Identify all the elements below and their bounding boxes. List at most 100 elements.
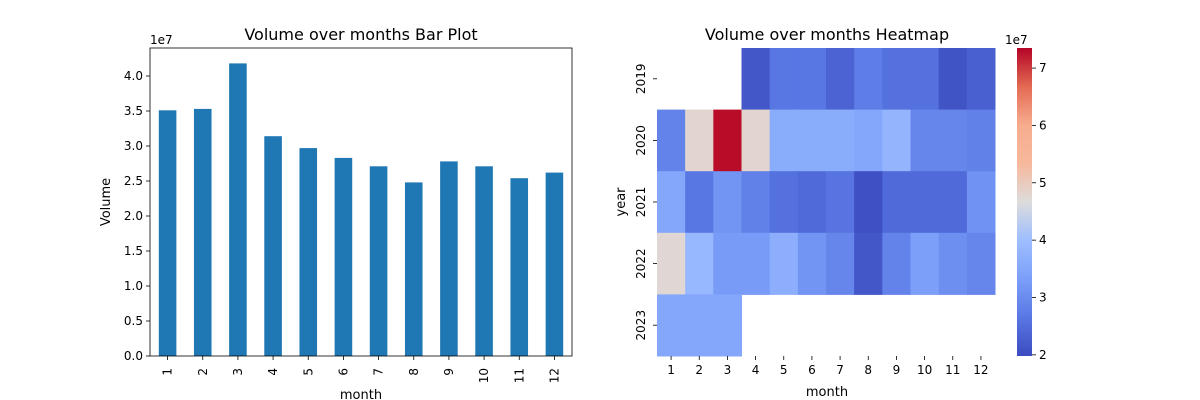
heatmap-y-tick-label: 2019 — [634, 64, 648, 95]
bar-x-tick-label: 3 — [231, 368, 245, 376]
bar — [440, 161, 458, 356]
bar-chart: Volume over months Bar Plot 1e7 0.0 0.5 1.… — [99, 25, 573, 400]
bar-chart-x-axis: 1 2 3 4 5 6 7 8 9 10 11 12 — [161, 356, 561, 383]
bar-chart-offset-label: 1e7 — [150, 33, 173, 47]
heatmap-cell — [769, 171, 799, 234]
heatmap-x-tick-label: 6 — [808, 363, 816, 377]
bar-x-tick-label: 6 — [336, 368, 350, 376]
bar — [158, 110, 177, 356]
heatmap-cell — [685, 232, 714, 295]
heatmap-cell — [657, 232, 686, 295]
heatmap-cell — [657, 171, 686, 234]
heatmap-cell — [713, 171, 742, 234]
heatmap-cell — [966, 232, 996, 295]
bar — [229, 63, 247, 357]
bar — [369, 166, 388, 356]
bar-chart-y-label: Volume — [99, 178, 114, 226]
bar — [334, 157, 353, 356]
colorbar-tick-label: 6 — [1039, 118, 1047, 132]
bar-x-tick-label: 5 — [301, 368, 315, 376]
bar — [404, 182, 423, 356]
heatmap-x-tick-label: 8 — [864, 363, 872, 377]
heatmap-cell — [797, 232, 827, 295]
heatmap-cell — [741, 232, 771, 295]
heatmap-cell — [741, 48, 771, 111]
heatmap-cell — [910, 48, 940, 111]
bar — [264, 136, 282, 356]
heatmap-cell — [826, 232, 855, 295]
heatmap-cell — [685, 294, 714, 357]
heatmap-cells — [657, 48, 996, 357]
heatmap-cell — [769, 48, 799, 111]
heatmap-y-tick-label: 2021 — [634, 187, 648, 218]
heatmap-cell — [966, 48, 996, 111]
heatmap-cell — [938, 232, 968, 295]
heatmap-cell — [966, 171, 996, 234]
heatmap-cell — [938, 48, 968, 111]
bar — [299, 148, 318, 356]
heatmap-cell — [769, 232, 799, 295]
heatmap-cell — [741, 109, 771, 172]
heatmap-x-tick-label: 4 — [752, 363, 760, 377]
heatmap-cell — [685, 109, 714, 172]
bar-chart-title: Volume over months Bar Plot — [244, 25, 477, 44]
heatmap-cell — [685, 171, 714, 234]
heatmap-x-label: month — [806, 385, 848, 400]
bar — [545, 172, 564, 356]
heatmap-cell — [910, 171, 940, 234]
heatmap-y-axis: 2019 2020 2021 2022 2023 — [634, 64, 657, 341]
heatmap-x-tick-label: 3 — [724, 363, 732, 377]
colorbar-tick-label: 2 — [1039, 348, 1047, 362]
bar-x-tick-label: 4 — [266, 368, 280, 376]
heatmap-cell — [657, 109, 686, 172]
bar-x-tick-label: 11 — [512, 368, 526, 383]
heatmap-cell — [854, 109, 883, 172]
heatmap-x-tick-label: 7 — [836, 363, 844, 377]
colorbar-tick-label: 5 — [1039, 176, 1047, 190]
bar-chart-y-axis: 0.0 0.5 1.0 1.5 2.0 2.5 3.0 3.5 4.0 — [124, 69, 150, 363]
heatmap-cell — [882, 171, 911, 234]
bar-x-tick-label: 9 — [442, 368, 456, 376]
heatmap-title: Volume over months Heatmap — [705, 25, 949, 44]
bar-chart-x-label: month — [340, 388, 382, 400]
bar-x-tick-label: 10 — [477, 368, 491, 383]
heatmap-x-tick-label: 1 — [667, 363, 675, 377]
heatmap-cell — [910, 232, 940, 295]
bar — [510, 178, 529, 356]
heatmap-cell — [854, 48, 883, 111]
bar-x-tick-label: 12 — [547, 368, 561, 383]
bar-chart-bars — [158, 63, 564, 357]
bar-x-tick-label: 2 — [196, 368, 210, 376]
colorbar-offset-label: 1e7 — [1005, 33, 1028, 47]
heatmap-cell — [769, 109, 799, 172]
heatmap-x-tick-label: 9 — [893, 363, 901, 377]
heatmap-cell — [657, 294, 686, 357]
heatmap-y-tick-label: 2023 — [634, 310, 648, 341]
bar-x-tick-label: 1 — [161, 368, 175, 376]
heatmap-cell — [938, 109, 968, 172]
bar — [193, 108, 212, 357]
heatmap-cell — [713, 109, 742, 172]
heatmap-cell — [826, 109, 855, 172]
heatmap-y-label: year — [614, 187, 629, 217]
heatmap-cell — [882, 109, 911, 172]
colorbar-tick-label: 7 — [1039, 61, 1047, 75]
heatmap-x-axis: 1 2 3 4 5 6 7 8 9 10 11 12 — [667, 356, 989, 377]
bar — [475, 166, 493, 356]
bar-y-tick-label: 2.0 — [124, 209, 143, 223]
heatmap-y-tick-label: 2022 — [634, 248, 648, 279]
bar-y-tick-label: 0.5 — [124, 314, 143, 328]
bar-y-tick-label: 2.5 — [124, 174, 143, 188]
heatmap-x-tick-label: 12 — [973, 363, 988, 377]
bar-y-tick-label: 3.5 — [124, 104, 143, 118]
heatmap-x-tick-label: 5 — [780, 363, 788, 377]
heatmap-cell — [938, 171, 968, 234]
bar-y-tick-label: 3.0 — [124, 139, 143, 153]
heatmap-cell — [797, 109, 827, 172]
bar-y-tick-label: 1.0 — [124, 279, 143, 293]
colorbar-tick-label: 3 — [1039, 290, 1047, 304]
heatmap-cell — [854, 232, 883, 295]
heatmap-x-tick-label: 2 — [695, 363, 703, 377]
heatmap-cell — [966, 109, 996, 172]
